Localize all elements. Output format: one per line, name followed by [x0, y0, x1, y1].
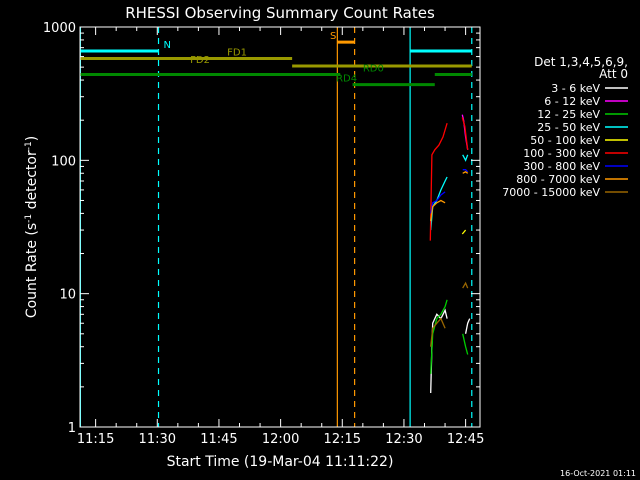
- x-tick-label-1230: 12:30: [385, 432, 422, 447]
- series-line-7-0: [430, 199, 446, 222]
- legend-label-7: 800 - 7000 keV: [516, 173, 600, 186]
- date-stamp: 16-Oct-2021 01:11: [560, 469, 636, 478]
- series-line-2-1: [462, 333, 469, 355]
- series-line-3-1: [462, 154, 469, 162]
- series-line-5-1: [461, 117, 469, 150]
- series-line-0-1: [464, 318, 471, 334]
- x-tick-label-1200: 12:00: [262, 432, 299, 447]
- series-line-5-0: [429, 123, 448, 241]
- series-line-0-0: [430, 308, 448, 394]
- legend-header-line2: Att 0: [599, 67, 628, 81]
- y-tick-label-100: 100: [51, 154, 76, 169]
- y-axis-label-mid: detector: [24, 150, 40, 214]
- x-axis-label: Start Time (19-Mar-04 11:11:22): [167, 454, 394, 470]
- legend-label-8: 7000 - 15000 keV: [502, 186, 600, 199]
- legend-label-1: 6 - 12 keV: [544, 95, 600, 108]
- series-line-2-0: [430, 299, 448, 374]
- flag-label-n: N: [163, 40, 170, 51]
- x-tick-label-1245: 12:45: [447, 432, 484, 447]
- series-line-6-1: [462, 169, 469, 173]
- legend-label-4: 50 - 100 keV: [530, 134, 600, 147]
- plot-layer: N S FD1 FD2 RD0 RD4: [80, 27, 473, 427]
- series-line-4-0: [461, 229, 467, 235]
- series-line-7-1: [462, 171, 469, 174]
- axis-layer: 11:15 11:30 11:45 12:00 12:15 12:30 12:45 1 10 10…: [43, 21, 484, 447]
- legend-label-2: 12 - 25 keV: [537, 108, 600, 121]
- series-line-8-1: [462, 281, 469, 289]
- series-line-6-0: [430, 191, 446, 214]
- flag-label-rd0: RD0: [363, 64, 384, 75]
- axes-frame: [79, 26, 481, 428]
- y-axis-label-sup2: -1: [24, 141, 34, 150]
- flag-label-fd1: FD1: [227, 48, 247, 59]
- flag-label-rd4: RD4: [336, 74, 357, 85]
- x-tick-label-1130: 11:30: [139, 432, 176, 447]
- y-tick-label-1: 1: [68, 421, 76, 436]
- legend-label-5: 100 - 300 keV: [523, 147, 600, 160]
- series-line-8-0: [430, 317, 446, 347]
- y-axis-label-main: Count Rate (s: [24, 223, 40, 318]
- x-tick-label-1115: 11:15: [77, 432, 114, 447]
- y-axis-label: Count Rate (s-1 detector-1): [24, 136, 40, 318]
- flag-label-fd2: FD2: [190, 55, 210, 66]
- x-tick-label-1215: 12:15: [324, 432, 361, 447]
- chart-title: RHESSI Observing Summary Count Rates: [125, 4, 435, 22]
- legend-label-6: 300 - 800 keV: [523, 160, 600, 173]
- x-tick-label-1145: 11:45: [200, 432, 237, 447]
- plot-area: [80, 27, 473, 427]
- y-tick-label-10: 10: [59, 288, 76, 303]
- y-axis-label-end: ): [24, 136, 40, 141]
- legend-header-line1: Det 1,3,4,5,6,9,: [534, 55, 628, 69]
- flag-label-s: S: [330, 31, 336, 42]
- legend-label-3: 25 - 50 keV: [537, 121, 600, 134]
- legend-label-0: 3 - 6 keV: [551, 82, 600, 95]
- y-tick-label-1000: 1000: [43, 21, 76, 36]
- y-axis-label-sup1: -1: [24, 214, 34, 223]
